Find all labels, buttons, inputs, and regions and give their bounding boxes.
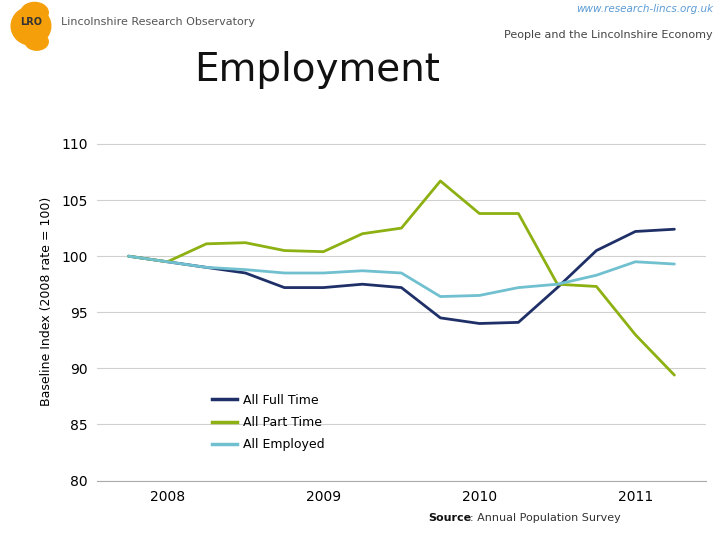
Text: LRO: LRO [20, 17, 42, 28]
All Employed [202, 264, 211, 271]
All Full Time [592, 247, 600, 254]
Text: Employment: Employment [194, 51, 440, 89]
All Part Time [631, 332, 640, 338]
All Employed [475, 292, 484, 299]
All Part Time [358, 231, 366, 237]
Ellipse shape [21, 3, 48, 23]
All Full Time [514, 319, 523, 326]
Ellipse shape [11, 7, 50, 45]
All Part Time [163, 259, 172, 265]
All Part Time [319, 248, 328, 255]
All Part Time [475, 210, 484, 217]
All Employed [241, 266, 250, 273]
All Employed [670, 261, 679, 267]
All Part Time [592, 283, 600, 289]
Line: All Part Time: All Part Time [128, 181, 675, 375]
Text: www.research-lincs.org.uk: www.research-lincs.org.uk [576, 4, 713, 14]
Line: All Full Time: All Full Time [128, 229, 675, 323]
All Part Time [280, 247, 289, 254]
All Part Time [241, 239, 250, 246]
All Employed [358, 267, 366, 274]
All Full Time [670, 226, 679, 232]
All Employed [553, 281, 562, 287]
All Full Time [475, 320, 484, 327]
All Part Time [553, 281, 562, 287]
All Employed [124, 253, 132, 259]
All Employed [514, 285, 523, 291]
All Full Time [358, 281, 366, 287]
All Full Time [397, 285, 406, 291]
All Employed [163, 259, 172, 265]
All Employed [319, 270, 328, 276]
All Part Time [202, 241, 211, 247]
All Part Time [436, 178, 445, 184]
All Full Time [280, 285, 289, 291]
All Part Time [670, 372, 679, 379]
Ellipse shape [25, 33, 48, 50]
Text: Lincolnshire Research Observatory: Lincolnshire Research Observatory [61, 17, 255, 26]
All Full Time [319, 285, 328, 291]
Text: People and the Lincolnshire Economy: People and the Lincolnshire Economy [504, 30, 713, 40]
All Part Time [514, 210, 523, 217]
Legend: All Full Time, All Part Time, All Employed: All Full Time, All Part Time, All Employ… [207, 389, 330, 456]
All Full Time [163, 259, 172, 265]
All Employed [397, 270, 406, 276]
Y-axis label: Baseline Index (2008 rate = 100): Baseline Index (2008 rate = 100) [40, 197, 53, 406]
All Employed [592, 272, 600, 279]
All Employed [436, 293, 445, 300]
Text: : Annual Population Survey: : Annual Population Survey [470, 512, 621, 523]
All Full Time [436, 315, 445, 321]
All Part Time [124, 253, 132, 259]
All Full Time [631, 228, 640, 235]
All Part Time [397, 225, 406, 231]
All Full Time [241, 270, 250, 276]
All Employed [280, 270, 289, 276]
All Full Time [202, 264, 211, 271]
Text: Source: Source [428, 512, 472, 523]
Line: All Employed: All Employed [128, 256, 675, 296]
All Full Time [553, 285, 562, 291]
All Full Time [124, 253, 132, 259]
All Employed [631, 259, 640, 265]
